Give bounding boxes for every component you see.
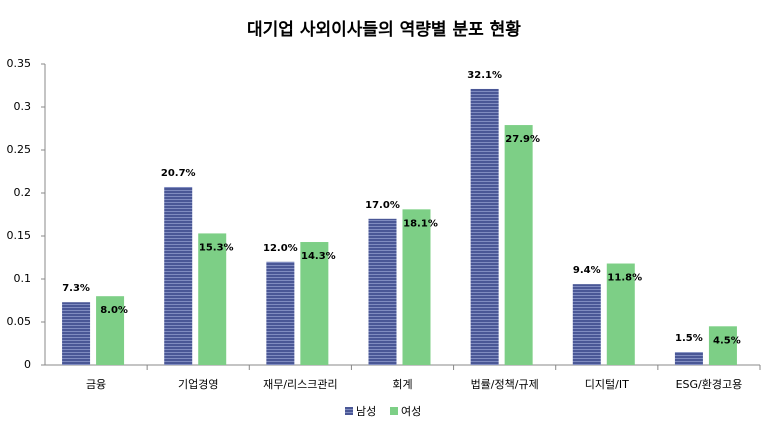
bar bbox=[470, 88, 499, 365]
bar bbox=[96, 296, 125, 365]
value-label: 27.9% bbox=[505, 134, 540, 145]
value-label: 14.3% bbox=[301, 251, 336, 262]
bar bbox=[606, 263, 635, 365]
x-tick-label: 기업경영 bbox=[178, 378, 218, 391]
value-label: 17.0% bbox=[365, 200, 400, 211]
value-label: 20.7% bbox=[161, 168, 196, 179]
value-label: 32.1% bbox=[467, 70, 502, 81]
bar bbox=[402, 209, 431, 365]
y-tick-label: 0.1 bbox=[14, 272, 32, 285]
bar bbox=[708, 326, 737, 365]
bar bbox=[164, 186, 193, 365]
bar bbox=[300, 242, 329, 365]
value-label: 8.0% bbox=[100, 305, 128, 316]
x-tick-label: 디지털/IT bbox=[585, 378, 629, 391]
y-tick-label: 0.05 bbox=[7, 315, 32, 328]
x-tick-label: ESG/환경고용 bbox=[676, 378, 743, 391]
value-label: 12.0% bbox=[263, 243, 298, 254]
y-tick-label: 0.35 bbox=[7, 57, 32, 70]
bar bbox=[504, 125, 533, 365]
value-label: 1.5% bbox=[675, 333, 703, 344]
value-label: 9.4% bbox=[573, 265, 601, 276]
value-label: 11.8% bbox=[607, 273, 642, 284]
x-tick-label: 재무/리스크관리 bbox=[263, 378, 338, 391]
value-label: 7.3% bbox=[62, 283, 90, 294]
chart-title: 대기업 사외이사들의 역량별 분포 현황 bbox=[247, 20, 521, 40]
x-tick-label: 법률/정책/규제 bbox=[471, 378, 539, 391]
y-tick-label: 0.15 bbox=[7, 229, 32, 242]
x-tick-label: 회계 bbox=[392, 378, 412, 391]
bar bbox=[198, 233, 227, 365]
value-label: 4.5% bbox=[713, 335, 741, 346]
legend-label: 여성 bbox=[401, 405, 421, 418]
bar bbox=[674, 352, 703, 365]
bar bbox=[572, 284, 601, 365]
legend-swatch bbox=[345, 407, 353, 415]
x-tick-label: 금융 bbox=[86, 378, 106, 391]
y-tick-label: 0.25 bbox=[7, 143, 32, 156]
legend-label: 남성 bbox=[356, 405, 376, 418]
value-label: 15.3% bbox=[199, 242, 234, 253]
bar bbox=[368, 218, 397, 365]
y-tick-label: 0.3 bbox=[14, 100, 32, 113]
bar bbox=[266, 261, 295, 365]
y-tick-label: 0 bbox=[24, 358, 31, 371]
bar bbox=[62, 302, 91, 365]
value-label: 18.1% bbox=[403, 218, 438, 229]
y-tick-label: 0.2 bbox=[14, 186, 32, 199]
legend-swatch bbox=[390, 407, 398, 415]
